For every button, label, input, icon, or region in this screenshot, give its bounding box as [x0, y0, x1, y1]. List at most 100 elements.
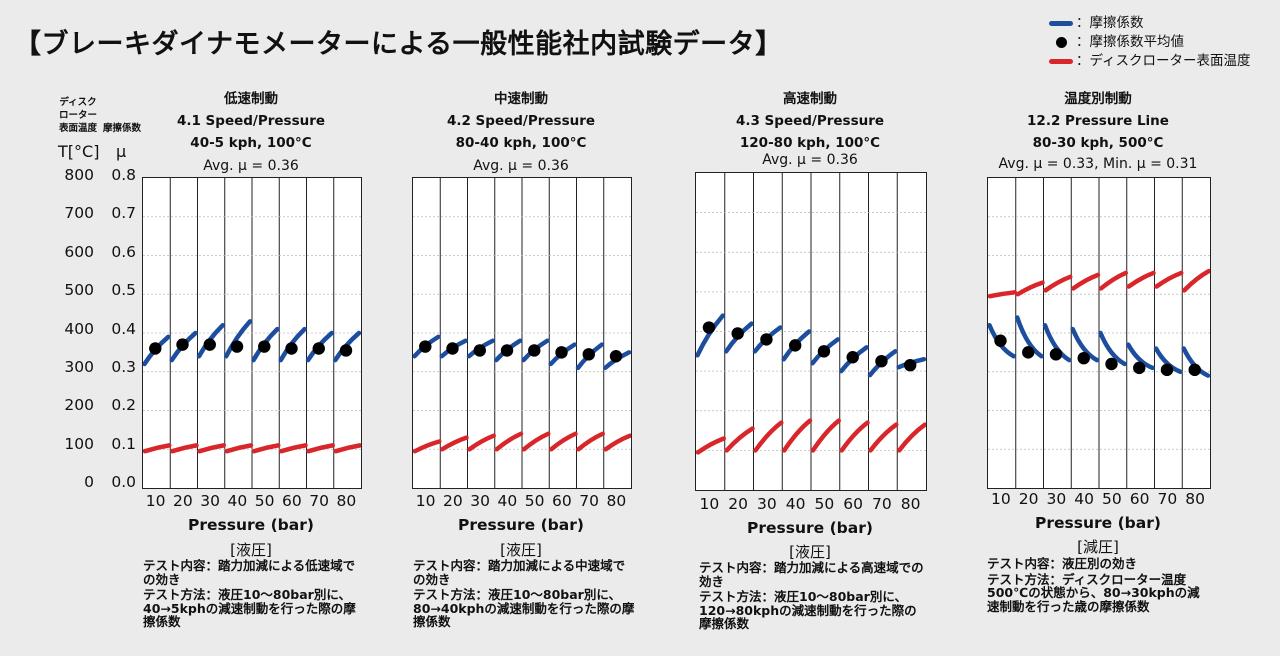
temp-series-segment: [782, 418, 813, 453]
chart-svg: [413, 178, 631, 488]
chart-title: 低速制動: [224, 91, 278, 107]
pressure-mode-label: [液圧]: [789, 543, 831, 561]
x-tick-label: 50: [524, 492, 545, 510]
mu-average-point: [817, 345, 831, 358]
x-tick-label: 20: [1018, 490, 1039, 508]
chart-subtitle-line: 80-30 kph, 500°C: [1032, 135, 1164, 151]
chart-title-block: 中速制動 4.2 Speed/Pressure 80-40 kph, 100°C: [381, 88, 661, 154]
x-tick-label: 20: [728, 495, 748, 513]
legend-label-avg: ：摩擦係数平均値: [1076, 34, 1184, 50]
mu-series-segment: [1015, 315, 1044, 359]
temp-series-segment: [1182, 268, 1210, 293]
temp-tick-label: 700: [64, 204, 94, 223]
x-tick-label: 50: [254, 492, 275, 510]
temp-tick-label: 0: [84, 473, 94, 492]
chart-annotation: Avg. μ = 0.36: [762, 152, 858, 168]
temp-series-segment: [170, 443, 199, 454]
temp-series-segment: [143, 443, 172, 454]
mu-series-segment: [1126, 342, 1155, 371]
test-description-line: テスト内容：踏力加減による高速域での効き: [699, 560, 924, 589]
mu-average-point: [1077, 351, 1090, 365]
mu-tick-label: 0.2: [111, 396, 136, 415]
mu-axis-unit: μ: [116, 142, 127, 161]
x-axis-label: Pressure (bar): [747, 519, 873, 537]
x-tick-label: 40: [227, 492, 248, 510]
legend-label-mu: ：摩擦係数: [1076, 15, 1144, 31]
mu-average-point: [1133, 361, 1146, 375]
mu-average-point: [875, 355, 888, 368]
chart-subtitle-line: 4.3 Speed/Pressure: [735, 113, 885, 129]
chart-annotation: Avg. μ = 0.33, Min. μ = 0.31: [998, 156, 1198, 172]
mu-axis-head: 摩擦係数: [102, 123, 141, 134]
mu-series-segment: [1098, 330, 1127, 367]
temp-series-segment: [521, 431, 551, 452]
temp-series-segment: [753, 420, 784, 453]
x-axis-label: Pressure (bar): [1035, 514, 1161, 532]
temp-series-segment: [839, 420, 870, 453]
chart-title: 温度別制動: [1064, 91, 1132, 107]
chart-annotation: Avg. μ = 0.36: [203, 158, 299, 174]
mu-series-segment: [224, 319, 253, 359]
mu-average-point: [419, 340, 432, 353]
temp-axis-unit: T[°C]: [58, 142, 100, 161]
plot-area: [412, 177, 632, 489]
x-tick-label: 60: [843, 495, 863, 513]
temp-series-segment: [1071, 272, 1101, 291]
test-description: テスト内容：踏力加減による低速域での効き テスト方法：液圧10～80bar別に、4…: [143, 559, 365, 631]
temp-series-segment: [279, 443, 308, 454]
mu-average-point: [473, 344, 486, 357]
x-tick-label: 70: [579, 492, 599, 510]
plot-area: [142, 177, 362, 489]
temp-series-segment: [549, 431, 578, 452]
page-title: 【ブレーキダイナモメーターによる一般性能社内試験データ】: [14, 29, 783, 60]
pressure-mode-label: [液圧]: [500, 541, 542, 559]
x-tick-label: 30: [1046, 490, 1067, 508]
temp-series-segment: [467, 433, 496, 452]
x-tick-label: 80: [1185, 490, 1205, 508]
mu-tick-label: 0.5: [111, 281, 136, 300]
x-axis-ticks: 10 20 30 40 50 60 70 80: [412, 492, 630, 512]
plot-area: [987, 177, 1211, 489]
test-description-line: テスト方法：ディスクローター温度500℃の状態から、80→30kphの減速制動を…: [987, 571, 1200, 614]
temp-series-segment: [1154, 270, 1184, 289]
mu-average-point: [731, 327, 744, 340]
mu-average-point: [1188, 363, 1201, 377]
chart-title: 中速制動: [494, 91, 548, 107]
mu-tick-label: 0.3: [111, 358, 136, 376]
chart-annotation: Avg. μ = 0.36: [473, 158, 569, 174]
mu-average-point: [609, 350, 623, 363]
mu-average-point: [555, 346, 568, 359]
temp-tick-label: 300: [64, 358, 94, 376]
x-tick-label: 10: [415, 492, 436, 510]
temp-series-segment: [724, 426, 755, 453]
temp-tick-label: 100: [64, 434, 94, 453]
mu-average-point: [1105, 357, 1118, 371]
temp-series-segment: [1126, 270, 1156, 289]
x-tick-label: 30: [200, 492, 220, 510]
mu-average-point: [312, 342, 325, 355]
mu-tick-label: 0.7: [111, 204, 136, 223]
mu-average-point: [582, 348, 595, 361]
mu-average-point: [230, 340, 244, 353]
x-tick-label: 40: [497, 492, 518, 510]
x-tick-label: 50: [814, 495, 835, 513]
legend-item-temp: ：ディスクローター表面温度: [1046, 52, 1251, 71]
temp-axis-head-line: ディスク: [59, 97, 97, 108]
pressure-mode-label: [減圧]: [1077, 538, 1119, 556]
temp-tick-label: 800: [64, 166, 94, 184]
temp-series-segment: [1015, 280, 1045, 297]
x-tick-label: 60: [552, 492, 572, 510]
mu-tick-label: 0.1: [111, 434, 136, 453]
temp-series-segment: [988, 290, 1017, 299]
legend-avg-dot-icon: [1046, 33, 1076, 52]
x-axis-ticks: 10 20 30 40 50 60 70 80: [695, 495, 925, 515]
temp-axis-head-line: 表面温度: [58, 123, 97, 134]
mu-series-segment: [696, 313, 725, 358]
x-tick-label: 70: [872, 495, 892, 513]
temp-series-segment: [224, 443, 254, 454]
temp-series-segment: [494, 431, 524, 452]
mu-series-segment: [1070, 326, 1100, 363]
mu-average-point: [1022, 346, 1035, 359]
temp-tick-label: 400: [64, 319, 94, 338]
temp-axis-head: ディスク ローター 表面温度: [54, 96, 102, 135]
